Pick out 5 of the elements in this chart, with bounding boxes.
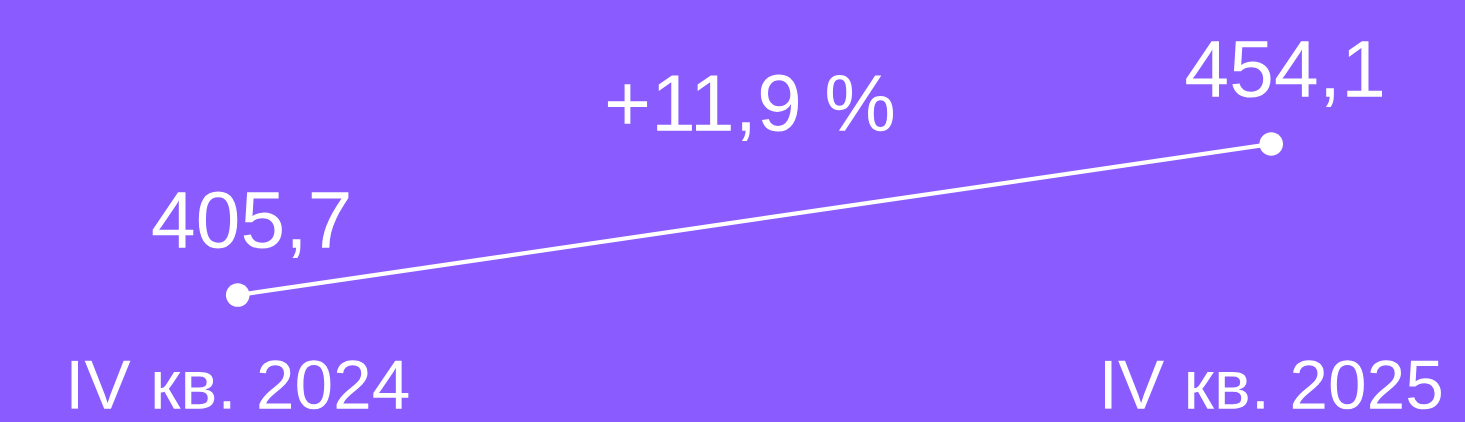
x-tick-label: IV кв. 2024: [71, 360, 409, 410]
data-label: 405,7: [152, 191, 349, 259]
data-label: 454,1: [1186, 41, 1382, 108]
text: +11,9 %: [607, 74, 894, 142]
x-tick-label: IV кв. 2025: [1105, 360, 1441, 410]
